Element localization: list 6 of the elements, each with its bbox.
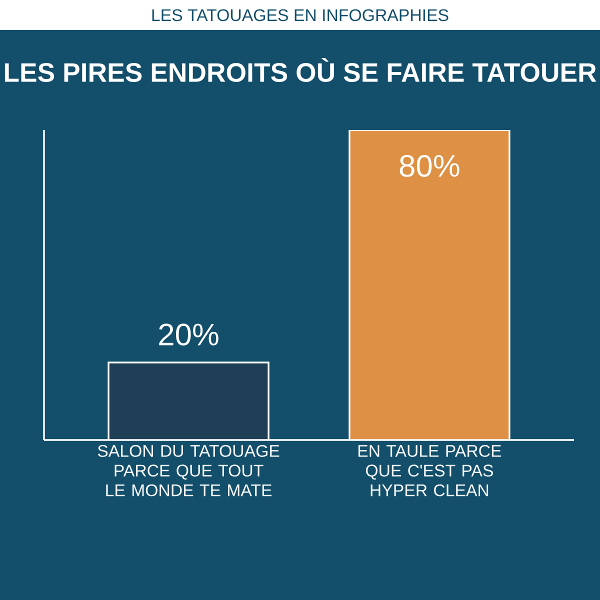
x-tick-label: EN TAULE PARCE QUE C'EST PAS HYPER CLEAN (358, 444, 502, 496)
chart-title: LES PIRES ENDROITS OÙ SE FAIRE TATOUER (4, 58, 596, 82)
data-label: 20% (159, 324, 218, 346)
chart-subtitle: LES TATOUAGES EN INFOGRAPHIES (152, 9, 448, 22)
data-label: 80% (400, 154, 460, 177)
x-tick-label: SALON DU TATOUAGE PARCE QUE TOUT LE MONDE TE MATE (98, 444, 280, 496)
